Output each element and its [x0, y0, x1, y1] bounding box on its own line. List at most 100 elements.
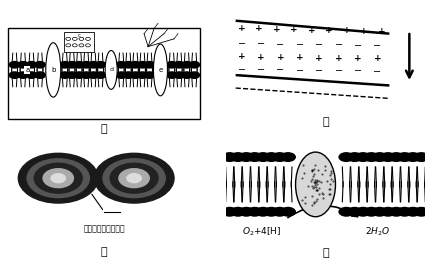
Text: +: +: [354, 54, 362, 63]
Circle shape: [181, 71, 193, 79]
Circle shape: [87, 61, 99, 69]
Text: +: +: [296, 53, 304, 62]
Circle shape: [110, 163, 158, 193]
Text: −: −: [373, 67, 381, 77]
Circle shape: [238, 152, 254, 162]
Circle shape: [173, 61, 185, 69]
Circle shape: [59, 61, 71, 69]
Text: +: +: [308, 26, 316, 34]
Text: −: −: [354, 41, 362, 51]
Text: −: −: [257, 65, 265, 75]
Text: −: −: [237, 65, 246, 75]
Circle shape: [230, 207, 246, 217]
Circle shape: [18, 153, 98, 203]
Circle shape: [27, 159, 89, 198]
Circle shape: [355, 207, 371, 217]
Circle shape: [397, 207, 413, 217]
Circle shape: [263, 152, 279, 162]
Circle shape: [230, 152, 246, 162]
Circle shape: [119, 169, 149, 188]
Circle shape: [73, 61, 85, 69]
Circle shape: [173, 71, 185, 79]
Ellipse shape: [46, 43, 61, 97]
Text: +: +: [276, 53, 284, 62]
Circle shape: [280, 207, 296, 217]
Text: c: c: [78, 33, 81, 38]
Circle shape: [66, 71, 78, 79]
Text: −: −: [373, 41, 381, 51]
Circle shape: [95, 71, 107, 79]
Circle shape: [26, 61, 37, 69]
Circle shape: [263, 207, 279, 217]
Text: +: +: [325, 26, 333, 35]
Circle shape: [380, 207, 396, 217]
Text: b: b: [51, 67, 56, 73]
Circle shape: [34, 61, 46, 69]
Text: +: +: [343, 26, 350, 35]
Circle shape: [380, 152, 396, 162]
Circle shape: [372, 207, 388, 217]
Bar: [64, 32, 94, 52]
Circle shape: [66, 61, 78, 69]
Circle shape: [127, 174, 141, 183]
Circle shape: [136, 61, 148, 69]
Circle shape: [59, 71, 71, 79]
Circle shape: [280, 152, 296, 162]
Circle shape: [405, 152, 421, 162]
Ellipse shape: [105, 51, 117, 89]
Circle shape: [347, 207, 363, 217]
Circle shape: [272, 152, 288, 162]
Circle shape: [339, 207, 354, 217]
Circle shape: [34, 71, 46, 79]
Text: +: +: [374, 54, 381, 63]
Circle shape: [222, 152, 238, 162]
Circle shape: [181, 61, 193, 69]
Circle shape: [94, 153, 174, 203]
Text: −: −: [296, 66, 304, 76]
Text: +: +: [238, 53, 246, 61]
Circle shape: [9, 61, 20, 69]
Circle shape: [238, 207, 254, 217]
Text: −: −: [335, 40, 343, 50]
Text: −: −: [315, 40, 323, 50]
Circle shape: [34, 163, 82, 193]
Text: e: e: [158, 67, 163, 73]
Ellipse shape: [296, 152, 335, 217]
Circle shape: [339, 152, 354, 162]
Circle shape: [129, 71, 141, 79]
Circle shape: [26, 71, 37, 79]
Circle shape: [372, 152, 388, 162]
Text: −: −: [276, 66, 285, 75]
Circle shape: [222, 207, 238, 217]
Circle shape: [166, 61, 178, 69]
Circle shape: [363, 207, 379, 217]
Text: $2H_2O$: $2H_2O$: [365, 225, 390, 238]
Circle shape: [363, 152, 379, 162]
Circle shape: [188, 71, 200, 79]
Circle shape: [413, 207, 429, 217]
Circle shape: [144, 71, 155, 79]
Circle shape: [388, 152, 404, 162]
Text: −: −: [257, 39, 265, 49]
Circle shape: [17, 71, 29, 79]
Text: d: d: [109, 67, 113, 73]
Circle shape: [95, 61, 107, 69]
Circle shape: [122, 71, 135, 79]
Circle shape: [166, 71, 178, 79]
Circle shape: [122, 61, 135, 69]
Text: −: −: [296, 40, 304, 50]
Ellipse shape: [154, 44, 168, 96]
Circle shape: [80, 61, 92, 69]
Text: +: +: [290, 25, 298, 34]
Circle shape: [115, 61, 127, 69]
Text: $O_2$+4[H]: $O_2$+4[H]: [242, 225, 281, 238]
Circle shape: [103, 159, 165, 198]
Text: +: +: [335, 54, 342, 63]
Circle shape: [17, 61, 29, 69]
Circle shape: [413, 152, 429, 162]
Circle shape: [188, 61, 200, 69]
Circle shape: [355, 152, 371, 162]
Circle shape: [247, 207, 263, 217]
Text: −: −: [276, 40, 285, 49]
Text: +: +: [255, 24, 263, 33]
